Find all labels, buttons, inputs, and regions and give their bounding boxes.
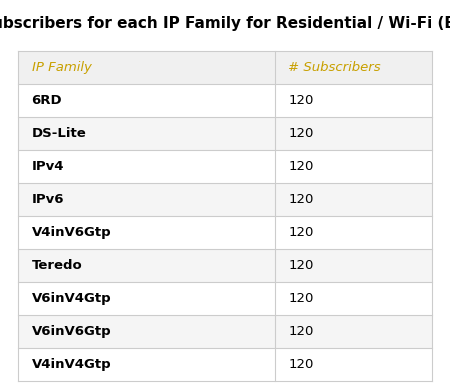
Text: V6inV4Gtp: V6inV4Gtp [32,292,111,305]
Text: V4inV6Gtp: V4inV6Gtp [32,226,111,239]
Text: # Subscribers: # Subscribers [288,61,381,74]
Text: IPv4: IPv4 [32,160,64,173]
Text: 6RD: 6RD [32,94,62,107]
Text: # Subscribers for each IP Family for Residential / Wi-Fi (ESM): # Subscribers for each IP Family for Res… [0,16,450,31]
Text: IPv6: IPv6 [32,193,64,206]
Text: Teredo: Teredo [32,259,82,272]
Text: V4inV4Gtp: V4inV4Gtp [32,358,111,371]
Text: 120: 120 [288,358,314,371]
Text: 120: 120 [288,160,314,173]
Text: 120: 120 [288,193,314,206]
Text: IP Family: IP Family [32,61,91,74]
Text: V6inV6Gtp: V6inV6Gtp [32,325,111,338]
Text: 120: 120 [288,94,314,107]
Text: 120: 120 [288,292,314,305]
Text: 120: 120 [288,259,314,272]
Text: 120: 120 [288,325,314,338]
Text: 120: 120 [288,127,314,140]
Text: 120: 120 [288,226,314,239]
Text: DS-Lite: DS-Lite [32,127,86,140]
